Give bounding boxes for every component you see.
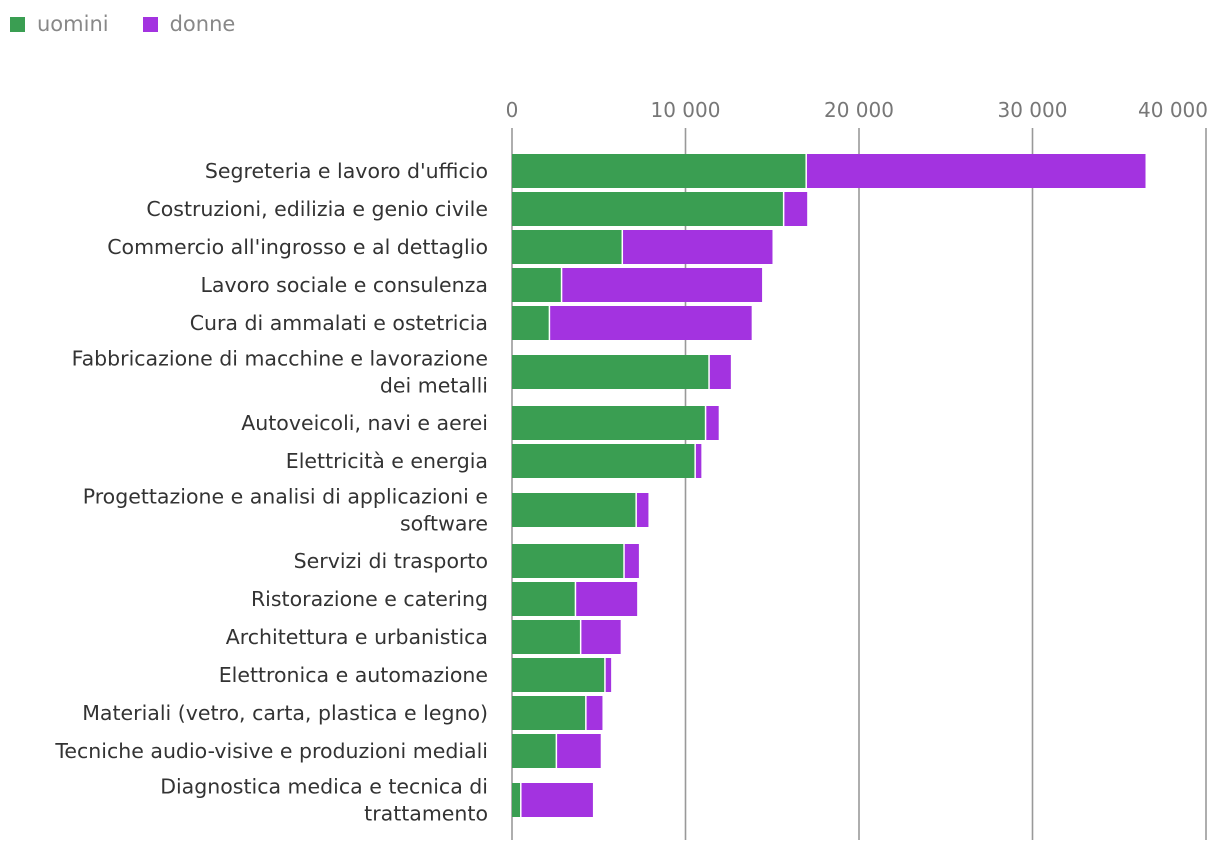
bar-uomini-11 — [512, 620, 580, 654]
bar-uomini-3 — [512, 268, 561, 302]
category-label-11: Architettura e urbanistica — [226, 625, 488, 649]
bar-donne-7 — [695, 444, 702, 478]
x-tick-label-30000: 30 000 — [998, 98, 1068, 122]
category-label-0: Segreteria e lavoro d'ufficio — [205, 159, 488, 183]
bar-donne-6 — [706, 406, 719, 440]
category-label-4: Cura di ammalati e ostetricia — [190, 311, 488, 335]
bar-uomini-7 — [512, 444, 695, 478]
bar-donne-4 — [550, 306, 752, 340]
legend-item-donne[interactable]: donne — [142, 12, 236, 36]
bar-uomini-14 — [512, 734, 556, 768]
bar-uomini-4 — [512, 306, 549, 340]
category-label-3: Lavoro sociale e consulenza — [200, 273, 488, 297]
x-tick-label-40000: 40 000 — [1138, 98, 1208, 122]
bar-donne-15 — [521, 783, 593, 817]
bar-donne-14 — [557, 734, 601, 768]
category-label-1: Costruzioni, edilizia e genio civile — [146, 197, 488, 221]
legend: uomini donne — [10, 12, 269, 36]
bar-donne-8 — [636, 493, 649, 527]
bar-donne-10 — [576, 582, 638, 616]
legend-swatch-uomini — [10, 16, 25, 32]
bar-uomini-15 — [512, 783, 521, 817]
bar-donne-1 — [784, 192, 808, 226]
category-label-8-line-0: Progettazione e analisi di applicazioni … — [83, 485, 488, 509]
bar-uomini-13 — [512, 696, 586, 730]
x-tick-label-0: 0 — [506, 98, 519, 122]
x-tick-label-10000: 10 000 — [651, 98, 721, 122]
bar-uomini-1 — [512, 192, 783, 226]
category-label-9: Servizi di trasporto — [294, 549, 488, 573]
bar-uomini-2 — [512, 230, 622, 264]
legend-swatch-donne — [142, 16, 158, 32]
bar-donne-3 — [562, 268, 763, 302]
bar-uomini-9 — [512, 544, 624, 578]
bar-uomini-12 — [512, 658, 605, 692]
bar-uomini-5 — [512, 355, 709, 389]
category-label-15-line-1: trattamento — [364, 802, 488, 826]
legend-item-uomini[interactable]: uomini — [10, 12, 109, 36]
category-label-5-line-0: Fabbricazione di macchine e lavorazione — [72, 347, 488, 371]
bar-uomini-10 — [512, 582, 575, 616]
bar-donne-11 — [581, 620, 621, 654]
x-tick-label-20000: 20 000 — [824, 98, 894, 122]
legend-label-donne: donne — [169, 12, 236, 36]
bar-donne-12 — [605, 658, 612, 692]
bar-uomini-6 — [512, 406, 705, 440]
category-label-14: Tecniche audio-visive e produzioni media… — [54, 739, 488, 763]
category-label-13: Materiali (vetro, carta, plastica e legn… — [82, 701, 488, 725]
category-label-15-line-0: Diagnostica medica e tecnica di — [160, 775, 488, 799]
bar-donne-0 — [806, 154, 1146, 188]
bar-donne-13 — [586, 696, 603, 730]
category-label-5-line-1: dei metalli — [380, 374, 488, 398]
bar-donne-2 — [623, 230, 773, 264]
category-label-12: Elettronica e automazione — [219, 663, 488, 687]
category-label-7: Elettricità e energia — [286, 449, 488, 473]
bar-donne-9 — [624, 544, 639, 578]
category-label-6: Autoveicoli, navi e aerei — [241, 411, 488, 435]
bar-donne-5 — [709, 355, 731, 389]
category-label-2: Commercio all'ingrosso e al dettaglio — [107, 235, 488, 259]
legend-label-uomini: uomini — [37, 12, 109, 36]
bar-uomini-8 — [512, 493, 636, 527]
bar-uomini-0 — [512, 154, 806, 188]
category-label-10: Ristorazione e catering — [251, 587, 488, 611]
category-label-8-line-1: software — [400, 512, 488, 536]
